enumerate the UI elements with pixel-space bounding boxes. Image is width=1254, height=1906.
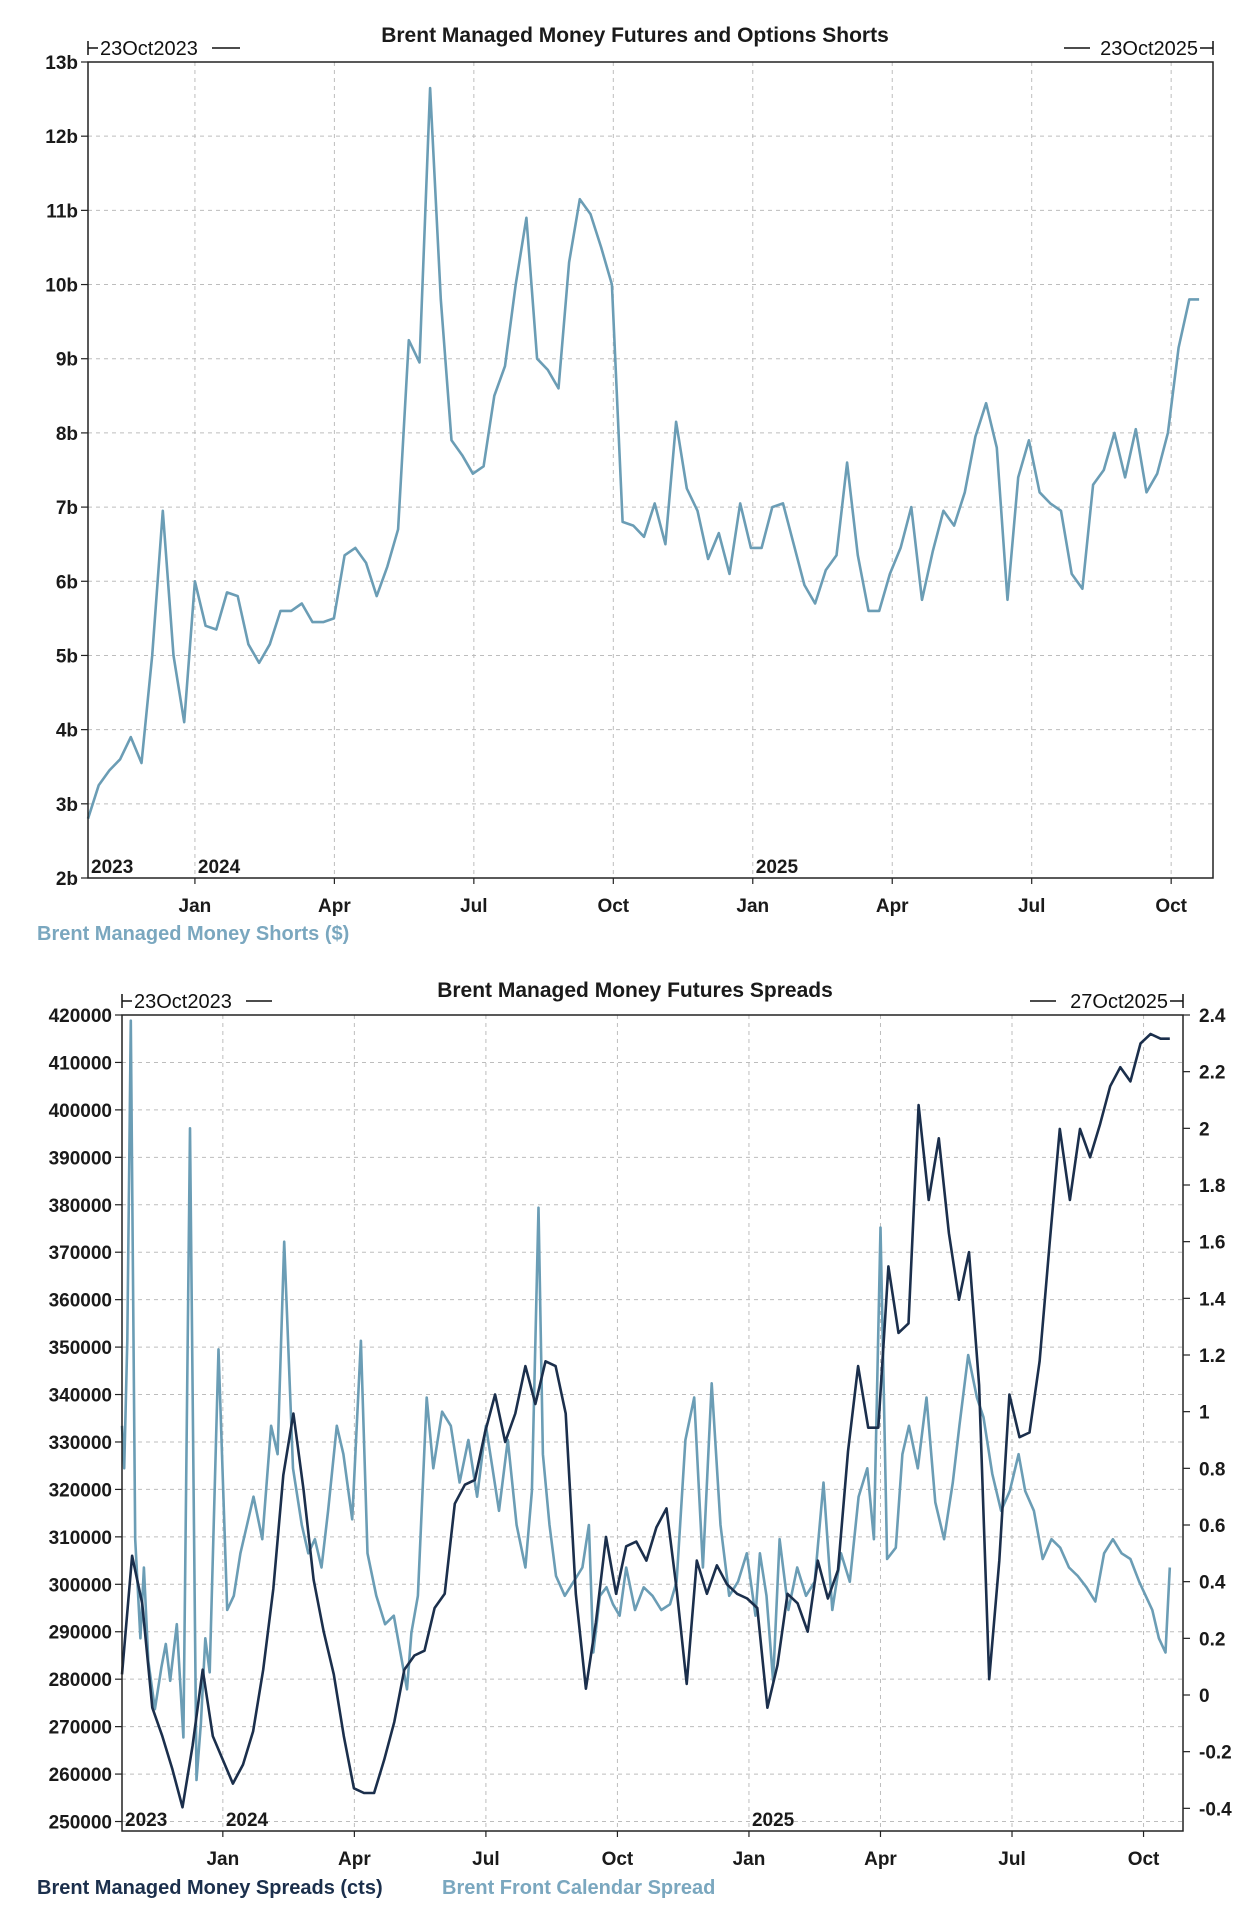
x-tick-label: Apr <box>318 896 351 917</box>
y-right-tick-label: 1.2 <box>1199 1346 1225 1367</box>
shorts-chart: Brent Managed Money Futures and Options … <box>37 24 1214 945</box>
year-label: 2025 <box>752 1810 795 1831</box>
y-right-tick-label: -0.2 <box>1199 1743 1232 1764</box>
chart2-range-start-marker <box>121 994 272 1008</box>
chart1-x-axis: Jan Apr Jul Oct Jan Apr Jul Oct <box>179 878 1188 917</box>
y-right-tick-label: 1 <box>1199 1403 1210 1424</box>
year-label: 2023 <box>125 1810 167 1831</box>
y-tick-label: 5b <box>56 646 78 667</box>
chart2-grid <box>122 1014 1183 1831</box>
spreads-chart: Brent Managed Money Futures Spreads 23Oc… <box>37 979 1232 1899</box>
x-tick-label: Jan <box>733 1849 766 1870</box>
y-tick-label: 400000 <box>49 1101 112 1122</box>
chart2-range-start: 23Oct2023 <box>134 991 232 1013</box>
x-tick-label: Apr <box>876 896 909 917</box>
x-tick-label: Jul <box>460 896 487 917</box>
chart1-range-start: 23Oct2023 <box>100 38 198 60</box>
chart1-year-labels: 2023 2024 2025 <box>91 857 798 878</box>
chart1-series <box>86 86 1200 820</box>
y-tick-label: 330000 <box>49 1433 112 1454</box>
y-tick-label: 8b <box>56 424 78 445</box>
chart2-left-y-axis: 250000 260000 270000 280000 290000 300000 3100… <box>49 1006 122 1834</box>
y-right-tick-label: 0.6 <box>1199 1516 1225 1537</box>
y-right-tick-label: 2 <box>1199 1119 1210 1140</box>
y-tick-label: 290000 <box>49 1623 112 1644</box>
chart2-legend-calendar: Brent Front Calendar Spread <box>442 1877 715 1899</box>
chart2-title: Brent Managed Money Futures Spreads <box>437 979 833 1002</box>
y-tick-label: 270000 <box>49 1718 112 1739</box>
y-right-tick-label: 0.2 <box>1199 1629 1225 1650</box>
y-tick-label: 12b <box>45 127 78 148</box>
x-tick-label: Jul <box>1018 896 1045 917</box>
series-line-0 <box>120 1032 1170 1809</box>
chart1-title: Brent Managed Money Futures and Options … <box>381 24 889 47</box>
y-right-tick-label: 0.8 <box>1199 1459 1225 1480</box>
y-tick-label: 300000 <box>49 1575 112 1596</box>
year-label: 2025 <box>756 857 799 878</box>
y-tick-label: 10b <box>45 276 78 297</box>
y-tick-label: 13b <box>45 53 78 74</box>
chart1-legend-shorts: Brent Managed Money Shorts ($) <box>37 923 349 945</box>
y-right-tick-label: 1.8 <box>1199 1176 1225 1197</box>
chart1-range-start-marker <box>87 41 240 55</box>
x-tick-label: Jul <box>998 1849 1025 1870</box>
chart2-legend-spreads: Brent Managed Money Spreads (cts) <box>37 1877 383 1899</box>
y-right-tick-label: 0 <box>1199 1686 1210 1707</box>
y-tick-label: 370000 <box>49 1243 112 1264</box>
y-tick-label: 260000 <box>49 1765 112 1786</box>
y-right-tick-label: 2.4 <box>1199 1006 1226 1027</box>
y-right-tick-label: 2.2 <box>1199 1063 1225 1084</box>
y-right-tick-label: -0.4 <box>1199 1799 1232 1820</box>
series-line-1 <box>120 1019 1172 1782</box>
x-tick-label: Apr <box>864 1849 897 1870</box>
y-right-tick-label: 1.6 <box>1199 1233 1225 1254</box>
x-tick-label: Jan <box>206 1849 239 1870</box>
y-tick-label: 2b <box>56 869 78 890</box>
chart1-y-axis: 2b 3b 4b 5b 6b 7b 8b 9b 10b 11b 12b 13b <box>45 53 88 890</box>
chart2-series <box>120 1019 1172 1809</box>
chart2-range-end: 27Oct2025 <box>1070 991 1168 1013</box>
chart1-plot-frame <box>87 61 1214 879</box>
y-tick-label: 350000 <box>49 1338 112 1359</box>
x-tick-label: Oct <box>602 1849 634 1870</box>
chart1-range-end: 23Oct2025 <box>1100 38 1198 60</box>
x-tick-label: Oct <box>1128 1849 1160 1870</box>
x-tick-label: Jul <box>472 1849 499 1870</box>
y-tick-label: 320000 <box>49 1480 112 1501</box>
year-label: 2024 <box>198 857 241 878</box>
chart2-year-labels: 2023 2024 2025 <box>125 1810 795 1831</box>
y-tick-label: 360000 <box>49 1291 112 1312</box>
y-tick-label: 3b <box>56 795 78 816</box>
chart2-x-axis: Jan Apr Jul Oct Jan Apr Jul Oct <box>206 1831 1160 1870</box>
y-tick-label: 310000 <box>49 1528 112 1549</box>
y-tick-label: 7b <box>56 498 78 519</box>
y-tick-label: 4b <box>56 721 78 742</box>
y-tick-label: 280000 <box>49 1670 112 1691</box>
x-tick-label: Apr <box>338 1849 371 1870</box>
x-tick-label: Jan <box>179 896 212 917</box>
y-tick-label: 250000 <box>49 1813 112 1834</box>
chart1-grid <box>88 61 1213 879</box>
y-tick-label: 390000 <box>49 1148 112 1169</box>
chart1-range-end-marker <box>1064 41 1214 55</box>
year-label: 2023 <box>91 857 133 878</box>
x-tick-label: Oct <box>1155 896 1187 917</box>
chart2-range-end-marker <box>1030 994 1184 1008</box>
x-tick-label: Jan <box>736 896 769 917</box>
y-tick-label: 420000 <box>49 1006 112 1027</box>
y-tick-label: 380000 <box>49 1196 112 1217</box>
y-tick-label: 6b <box>56 572 78 593</box>
y-right-tick-label: 0.4 <box>1199 1573 1226 1594</box>
y-right-tick-label: 1.4 <box>1199 1289 1226 1310</box>
series-line-0 <box>86 86 1200 820</box>
chart2-plot-frame <box>121 1014 1184 1832</box>
y-tick-label: 410000 <box>49 1053 112 1074</box>
x-tick-label: Oct <box>597 896 629 917</box>
y-tick-label: 9b <box>56 350 78 371</box>
y-tick-label: 11b <box>46 201 78 222</box>
chart2-right-y-axis: -0.4 -0.2 0 0.2 0.4 0.6 0.8 1 1.2 1.4 1.6 1.8 2 2.2 2.… <box>1183 1006 1232 1820</box>
y-tick-label: 340000 <box>49 1386 112 1407</box>
year-label: 2024 <box>226 1810 269 1831</box>
